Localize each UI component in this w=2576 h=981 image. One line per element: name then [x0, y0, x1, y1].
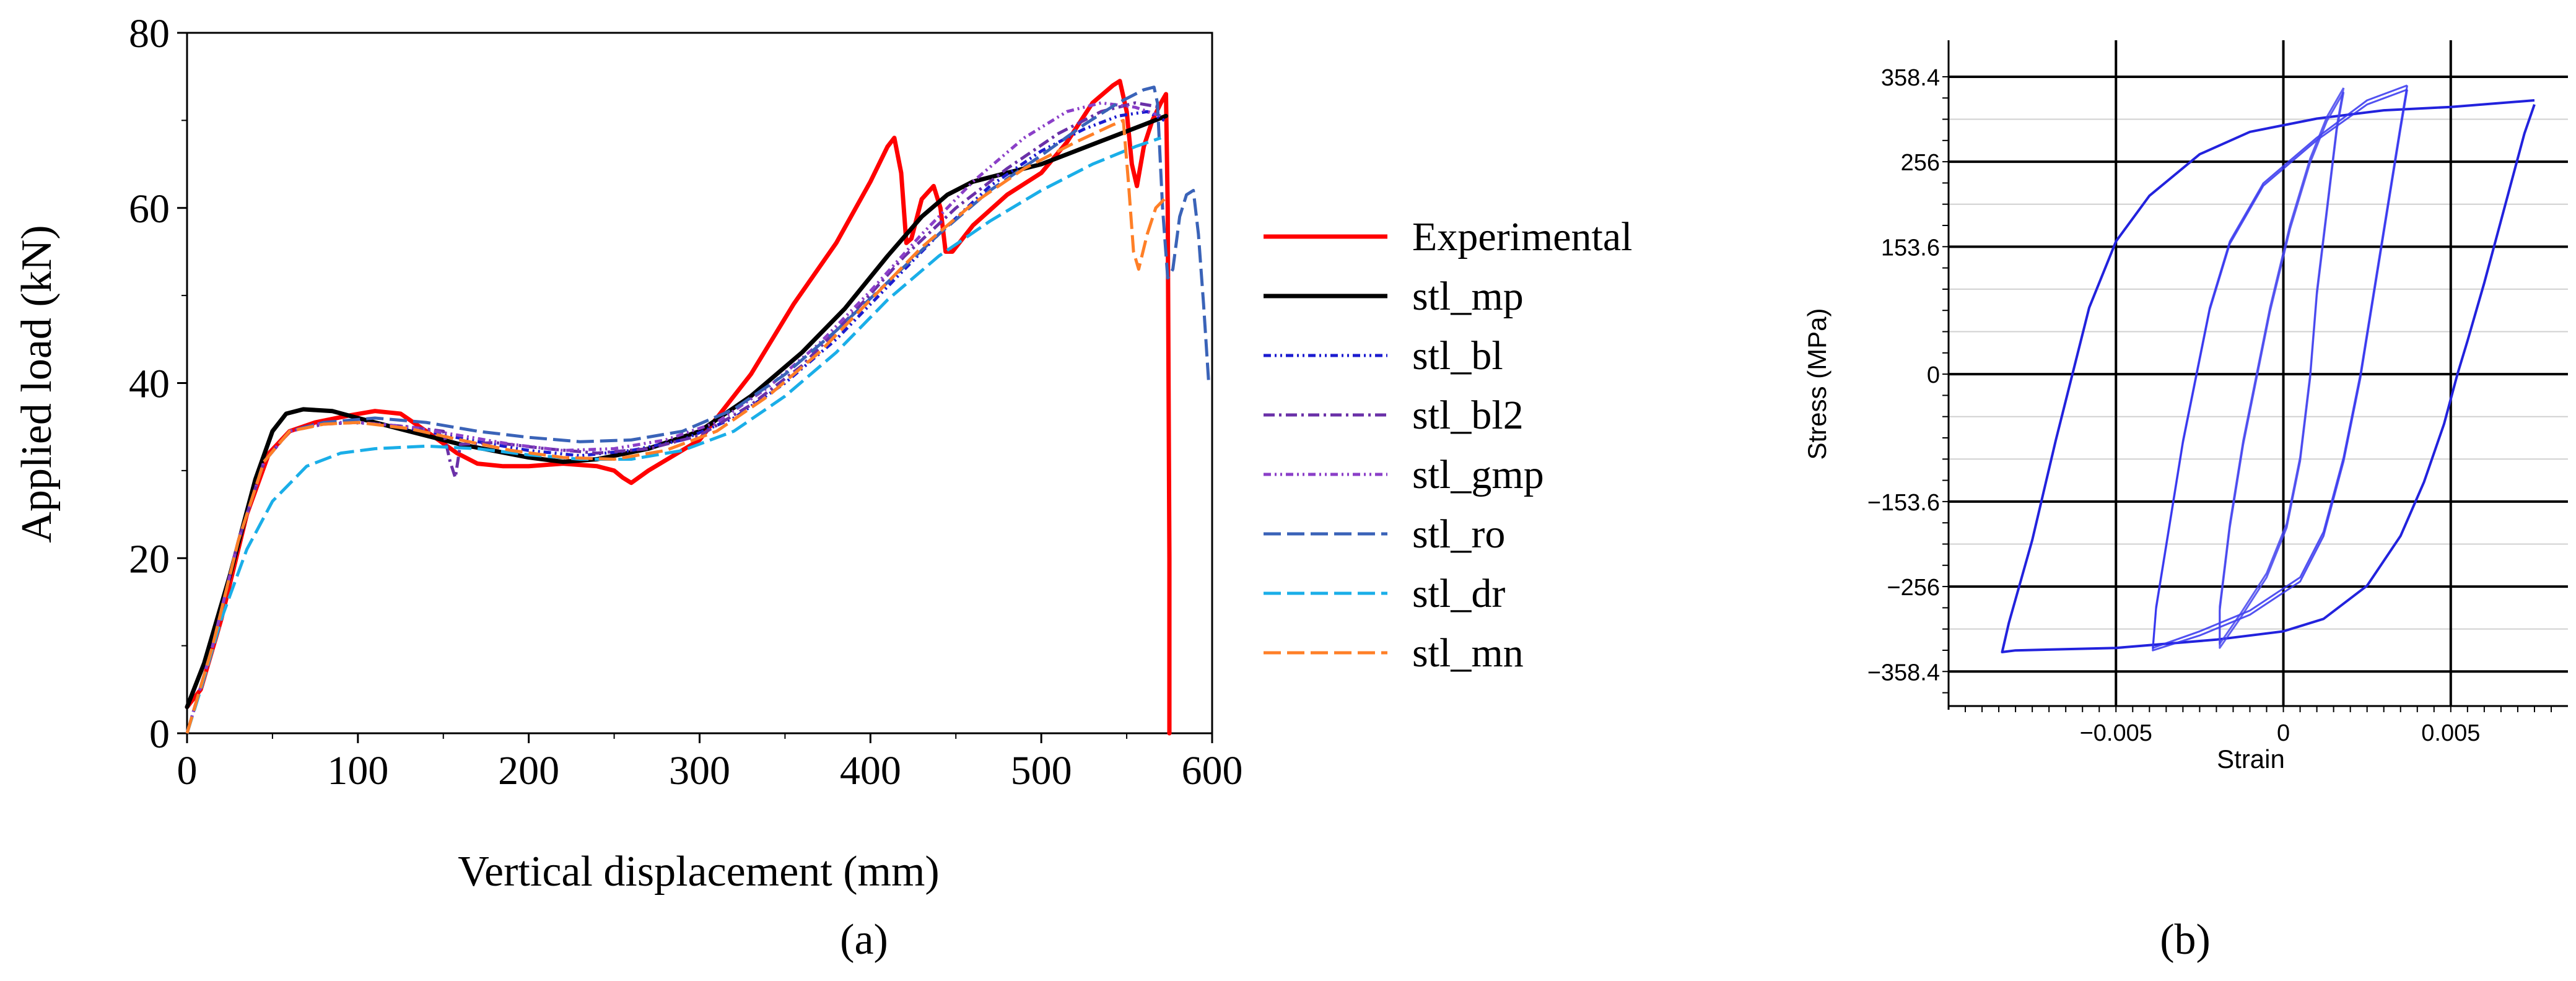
- series-line-stl-mn: [185, 118, 1166, 734]
- panel-b-y-tick-label: 153.6: [1881, 235, 1940, 261]
- panel-a-x-tick-label: 300: [669, 748, 730, 793]
- panel-b-axes: 358.4 256 153.6 0 −153.6 −256 −358.4 −0.005 0 0.0…: [1867, 40, 2568, 746]
- legend-label-stl-mn: stl_mn: [1412, 630, 1524, 676]
- panel-b-y-tick-label: 358.4: [1881, 65, 1940, 91]
- panel-a-y-tick-label: 40: [129, 362, 170, 407]
- panel-b-series: [2001, 84, 2536, 653]
- panel-a-caption: (a): [840, 916, 888, 964]
- panel-b-y-tick-label: −256: [1887, 575, 1940, 601]
- series-line-stl-bl2: [185, 101, 1161, 734]
- panel-a-x-tick-label: 600: [1182, 748, 1243, 793]
- series-line-stl-ro: [185, 85, 1210, 734]
- hysteresis-loop-1: [2001, 99, 2536, 653]
- panel-b: 358.4 256 153.6 0 −153.6 −256 −358.4 −0.005 0 0.0…: [1802, 40, 2568, 964]
- legend-label-stl-dr: stl_dr: [1412, 571, 1505, 616]
- panel-b-x-tick-label: 0: [2277, 720, 2290, 746]
- panel-a-series: [185, 79, 1210, 736]
- panel-a-y-tick-label: 80: [129, 11, 170, 56]
- series-line-stl-dr: [185, 136, 1162, 734]
- panel-b-x-axis-label: Strain: [2217, 744, 2285, 774]
- legend-label-experimental: Experimental: [1412, 214, 1633, 259]
- panel-b-y-tick-label: −153.6: [1867, 490, 1940, 516]
- panel-a-y-tick-label: 20: [129, 536, 170, 582]
- panel-a-ticks: 0 100 200 300 400 500 600 0 20 40 60 80: [129, 11, 1243, 793]
- hysteresis-loop-2: [2152, 84, 2408, 649]
- legend-label-stl-bl2: stl_bl2: [1412, 393, 1524, 438]
- panel-b-y-tick-label: 0: [1927, 362, 1940, 388]
- panel-a-x-tick-label: 0: [177, 748, 198, 793]
- series-line-experimental: [185, 79, 1172, 736]
- legend-label-stl-gmp: stl_gmp: [1412, 452, 1544, 497]
- panel-a-x-tick-label: 100: [327, 748, 388, 793]
- panel-b-x-tick-label: −0.005: [2080, 720, 2152, 746]
- panel-a-x-tick-label: 500: [1011, 748, 1072, 793]
- panel-b-grid: [1949, 40, 2568, 706]
- legend-label-stl-ro: stl_ro: [1412, 512, 1505, 557]
- panel-a-plot-frame: [186, 32, 1213, 735]
- panel-b-y-tick-label: −358.4: [1867, 660, 1940, 686]
- hysteresis-loop-3: [2152, 89, 2408, 652]
- panel-b-y-tick-label: 256: [1901, 150, 1940, 176]
- panel-a-legend: Experimental stl_mp stl_bl stl_bl2 stl_gmpst…: [1264, 214, 1633, 676]
- panel-a-y-axis-label: Applied load (kN): [13, 225, 61, 543]
- hysteresis-loop-5: [2219, 91, 2345, 649]
- panel-b-y-axis-label: Stress (MPa): [1802, 308, 1832, 460]
- legend-label-stl-mp: stl_mp: [1412, 274, 1524, 319]
- panel-b-x-tick-label: 0.005: [2421, 720, 2480, 746]
- panel-a-x-axis-label: Vertical displacement (mm): [458, 848, 940, 896]
- panel-a: 0 100 200 300 400 500 600 0 20 40 60 80 Vertical di…: [13, 11, 1633, 964]
- panel-a-y-tick-label: 0: [149, 712, 170, 757]
- series-line-stl-bl: [185, 110, 1165, 734]
- panel-a-y-tick-label: 60: [129, 186, 170, 232]
- panel-b-caption: (b): [2160, 916, 2211, 964]
- panel-a-x-tick-label: 400: [840, 748, 901, 793]
- panel-a-x-tick-label: 200: [498, 748, 559, 793]
- legend-label-stl-bl: stl_bl: [1412, 333, 1503, 378]
